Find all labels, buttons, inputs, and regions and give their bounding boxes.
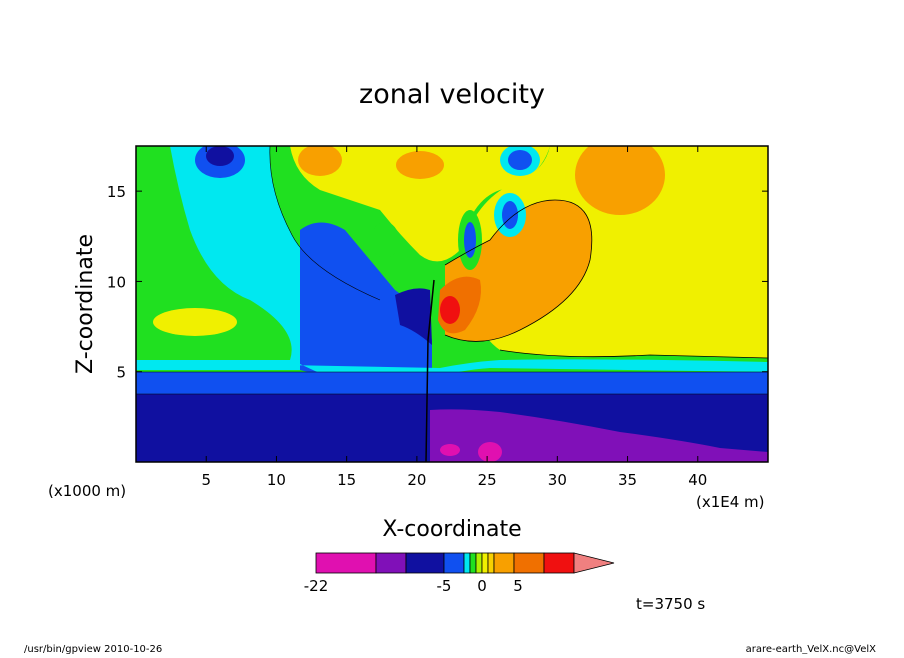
colorbar-tick-label: 5 xyxy=(513,577,523,595)
x-unit-right: (x1E4 m) xyxy=(696,493,765,511)
contour-field xyxy=(136,146,768,462)
colorbar-extend-arrow xyxy=(573,552,615,574)
footer-left: /usr/bin/gpview 2010-10-26 xyxy=(24,644,162,654)
colorbar-segment xyxy=(469,552,477,574)
colorbar-segment xyxy=(493,552,515,574)
colorbar-tick-label: -22 xyxy=(304,577,329,595)
colorbar-segment xyxy=(513,552,545,574)
footer-right: arare-earth_VelX.nc@VelX xyxy=(746,644,877,654)
colorbar-segment xyxy=(475,552,483,574)
colorbar-segment xyxy=(487,552,495,574)
colorbar-segment xyxy=(443,552,465,574)
x-tick-label: 25 xyxy=(478,471,497,489)
chart-title: zonal velocity xyxy=(359,79,545,110)
x-tick-label: 5 xyxy=(201,471,211,489)
colorbar-segment xyxy=(315,552,377,574)
colorbar-ticks: -22 -5 0 5 xyxy=(304,577,523,595)
y-tick-label: 5 xyxy=(116,364,126,382)
x-tick-label: 40 xyxy=(688,471,707,489)
x-tick-label: 30 xyxy=(548,471,567,489)
y-tick-label: 15 xyxy=(107,183,126,201)
plot-frame xyxy=(135,145,769,463)
colorbar-segment xyxy=(481,552,489,574)
y-axis-label: Z-coordinate xyxy=(73,234,98,374)
colorbar-tick-label: 0 xyxy=(477,577,487,595)
x-tick-label: 15 xyxy=(337,471,356,489)
colorbar-segment xyxy=(405,552,445,574)
x-axis: 5 10 15 20 25 30 35 40 xyxy=(201,146,707,489)
x-unit-left: (x1000 m) xyxy=(48,482,126,500)
x-tick-label: 20 xyxy=(407,471,426,489)
x-tick-label: 10 xyxy=(267,471,286,489)
colorbar-segment xyxy=(543,552,575,574)
x-axis-label: X-coordinate xyxy=(382,517,521,542)
x-tick-label: 35 xyxy=(618,471,637,489)
y-axis: 5 10 15 xyxy=(107,183,768,382)
colorbar-segment xyxy=(375,552,407,574)
colorbar-tick-label: -5 xyxy=(437,577,452,595)
time-label: t=3750 s xyxy=(636,595,705,613)
colorbar-segment xyxy=(463,552,471,574)
y-tick-label: 10 xyxy=(107,273,126,291)
colorbar xyxy=(315,552,615,574)
